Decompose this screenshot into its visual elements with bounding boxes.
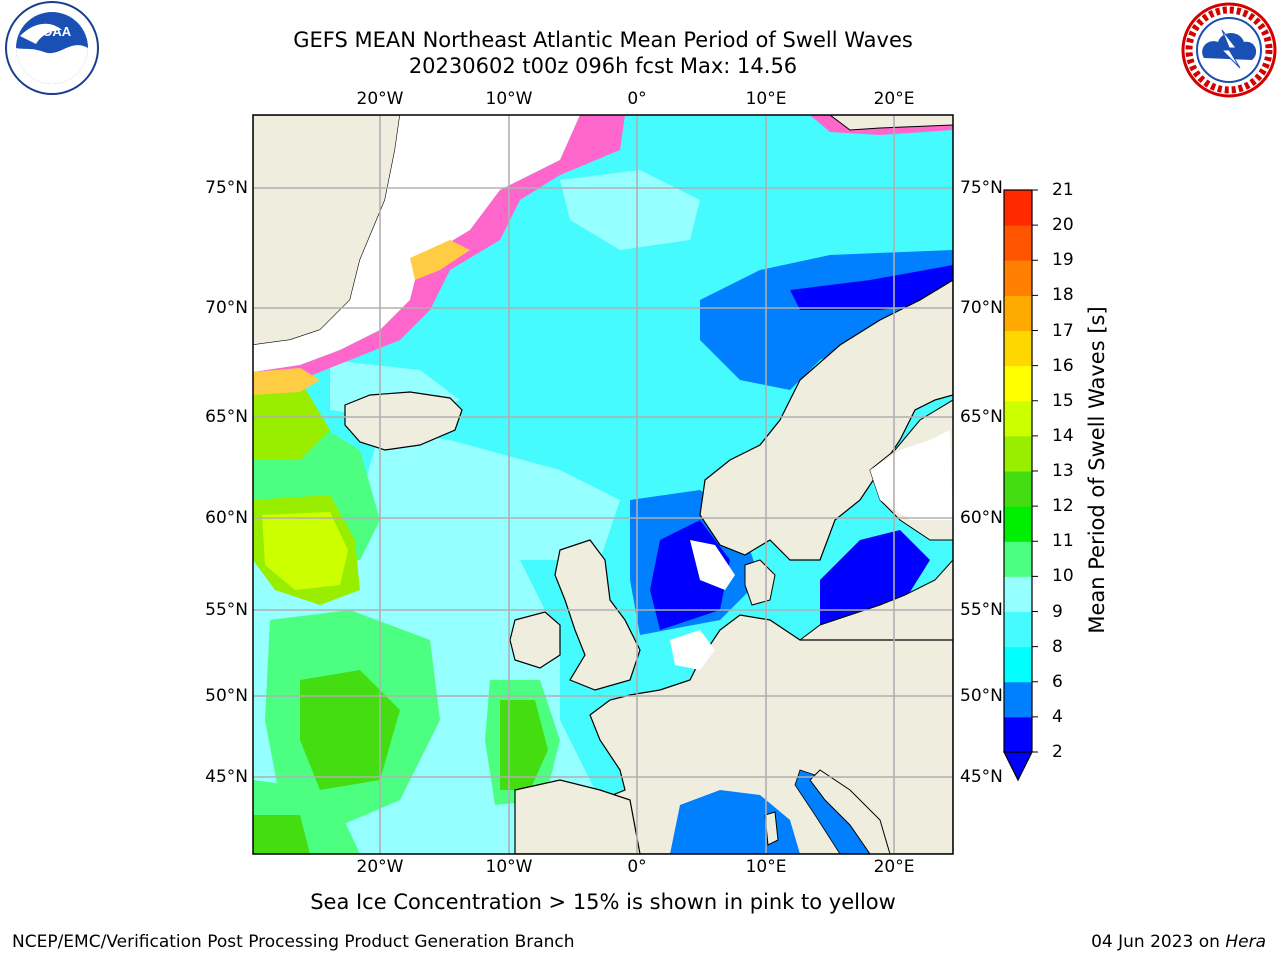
lat-tick-right: 70°N xyxy=(960,298,1003,318)
lat-tick-left: 60°N xyxy=(205,508,248,528)
nws-logo xyxy=(1181,2,1277,98)
map-fields xyxy=(253,115,953,854)
swell-max-region xyxy=(262,512,348,590)
italy-land xyxy=(809,769,891,854)
colorbar-segment xyxy=(1004,365,1032,402)
lat-tick-right: 60°N xyxy=(960,508,1003,528)
colorbar-segment xyxy=(1004,190,1032,226)
colorbar-segment xyxy=(1004,225,1032,261)
lon-tick-bottom: 10°E xyxy=(745,857,787,877)
swell-2s-region xyxy=(790,265,953,310)
sea-ice-region xyxy=(253,115,580,372)
colorbar-extend-arrow xyxy=(1003,751,1033,782)
colorbar-tick-label: 2 xyxy=(1052,742,1063,762)
lat-tick-left: 65°N xyxy=(205,407,248,427)
colorbar-segment xyxy=(1004,330,1032,367)
lat-tick-right: 75°N xyxy=(960,178,1003,198)
colorbar-tick-label: 13 xyxy=(1052,461,1074,481)
lat-tick-right: 65°N xyxy=(960,407,1003,427)
colorbar-tick-label: 17 xyxy=(1052,320,1074,341)
denmark-land xyxy=(744,559,776,606)
swell-12s-region xyxy=(300,670,400,790)
colorbar-segment xyxy=(1004,400,1032,437)
colorbar-tick-label: 6 xyxy=(1052,671,1063,692)
lat-tick-left: 50°N xyxy=(205,686,248,706)
footer-host: Hera xyxy=(1225,932,1266,952)
lat-tick-left: 75°N xyxy=(205,178,248,198)
lat-tick-left: 70°N xyxy=(205,298,248,318)
svalbard-land xyxy=(829,115,953,131)
colorbar-tick-label: 10 xyxy=(1052,566,1074,587)
colorbar-segment xyxy=(1004,716,1032,753)
lat-tick-right: 55°N xyxy=(960,600,1003,620)
colorbar-tick-label: 16 xyxy=(1052,355,1074,376)
ireland-land xyxy=(509,611,561,669)
colorbar-tick-label: 21 xyxy=(1052,180,1074,200)
colorbar-segment xyxy=(1004,611,1032,648)
lat-tick-left: 45°N xyxy=(205,767,248,787)
lon-tick-top: 20°W xyxy=(356,89,404,109)
lon-tick-bottom: 20°W xyxy=(356,857,404,877)
colorbar-segment xyxy=(1004,295,1032,331)
colorbar-segment xyxy=(1004,576,1032,612)
lon-tick-bottom: 20°E xyxy=(873,857,915,877)
chart-title: GEFS MEAN Northeast Atlantic Mean Period… xyxy=(293,28,913,52)
colorbar-tick-label: 11 xyxy=(1052,531,1074,552)
iceland-land xyxy=(344,391,463,451)
chart-subtitle: 20230602 t00z 096h fcst Max: 14.56 xyxy=(408,54,798,78)
colorbar-segment xyxy=(1004,541,1032,577)
colorbar-segment xyxy=(1004,681,1032,718)
iberia-land xyxy=(514,779,641,854)
lon-tick-top: 0° xyxy=(627,89,647,109)
baltic-ice-white xyxy=(870,430,953,520)
noaa-logo-text: NOAA xyxy=(33,24,72,39)
map-frame xyxy=(252,114,954,855)
colorbar-segment xyxy=(1004,260,1032,296)
colorbar-tick-label: 9 xyxy=(1052,601,1063,622)
sea-ice-note: Sea Ice Concentration > 15% is shown in … xyxy=(310,890,896,914)
colorbar-tick-label: 18 xyxy=(1052,285,1074,306)
colorbar-tick-label: 20 xyxy=(1052,215,1074,236)
lat-tick-left: 55°N xyxy=(205,600,248,620)
noaa-logo: NOAA xyxy=(5,1,99,95)
footer-date-text: 04 Jun 2023 on xyxy=(1091,932,1226,952)
lon-tick-bottom: 10°W xyxy=(485,857,533,877)
colorbar-segment xyxy=(1004,646,1032,683)
lon-tick-bottom: 0° xyxy=(627,857,647,877)
colorbar-tick-label: 14 xyxy=(1052,425,1074,446)
great-britain-land xyxy=(554,539,641,691)
colorbar xyxy=(1003,189,1038,782)
colorbar-title: Mean Period of Swell Waves [s] xyxy=(1085,306,1109,634)
colorbar-segment xyxy=(1004,435,1032,472)
colorbar-tick-label: 15 xyxy=(1052,390,1074,411)
lat-tick-right: 50°N xyxy=(960,686,1003,706)
colorbar-tick-label: 4 xyxy=(1052,706,1063,727)
lon-tick-top: 20°E xyxy=(873,89,915,109)
lon-tick-top: 10°E xyxy=(745,89,787,109)
footer-credit: NCEP/EMC/Verification Post Processing Pr… xyxy=(12,932,575,952)
colorbar-tick-label: 8 xyxy=(1052,636,1063,657)
colorbar-tick-label: 19 xyxy=(1052,250,1074,271)
colorbar-segment xyxy=(1004,506,1032,542)
footer-date: 04 Jun 2023 on Hera xyxy=(1091,932,1266,952)
colorbar-segment xyxy=(1004,471,1032,507)
scandinavia-land xyxy=(699,279,953,561)
map-gridlines xyxy=(253,115,953,854)
lat-tick-right: 45°N xyxy=(960,767,1003,787)
lon-tick-top: 10°W xyxy=(485,89,533,109)
colorbar-tick-label: 12 xyxy=(1052,496,1074,517)
